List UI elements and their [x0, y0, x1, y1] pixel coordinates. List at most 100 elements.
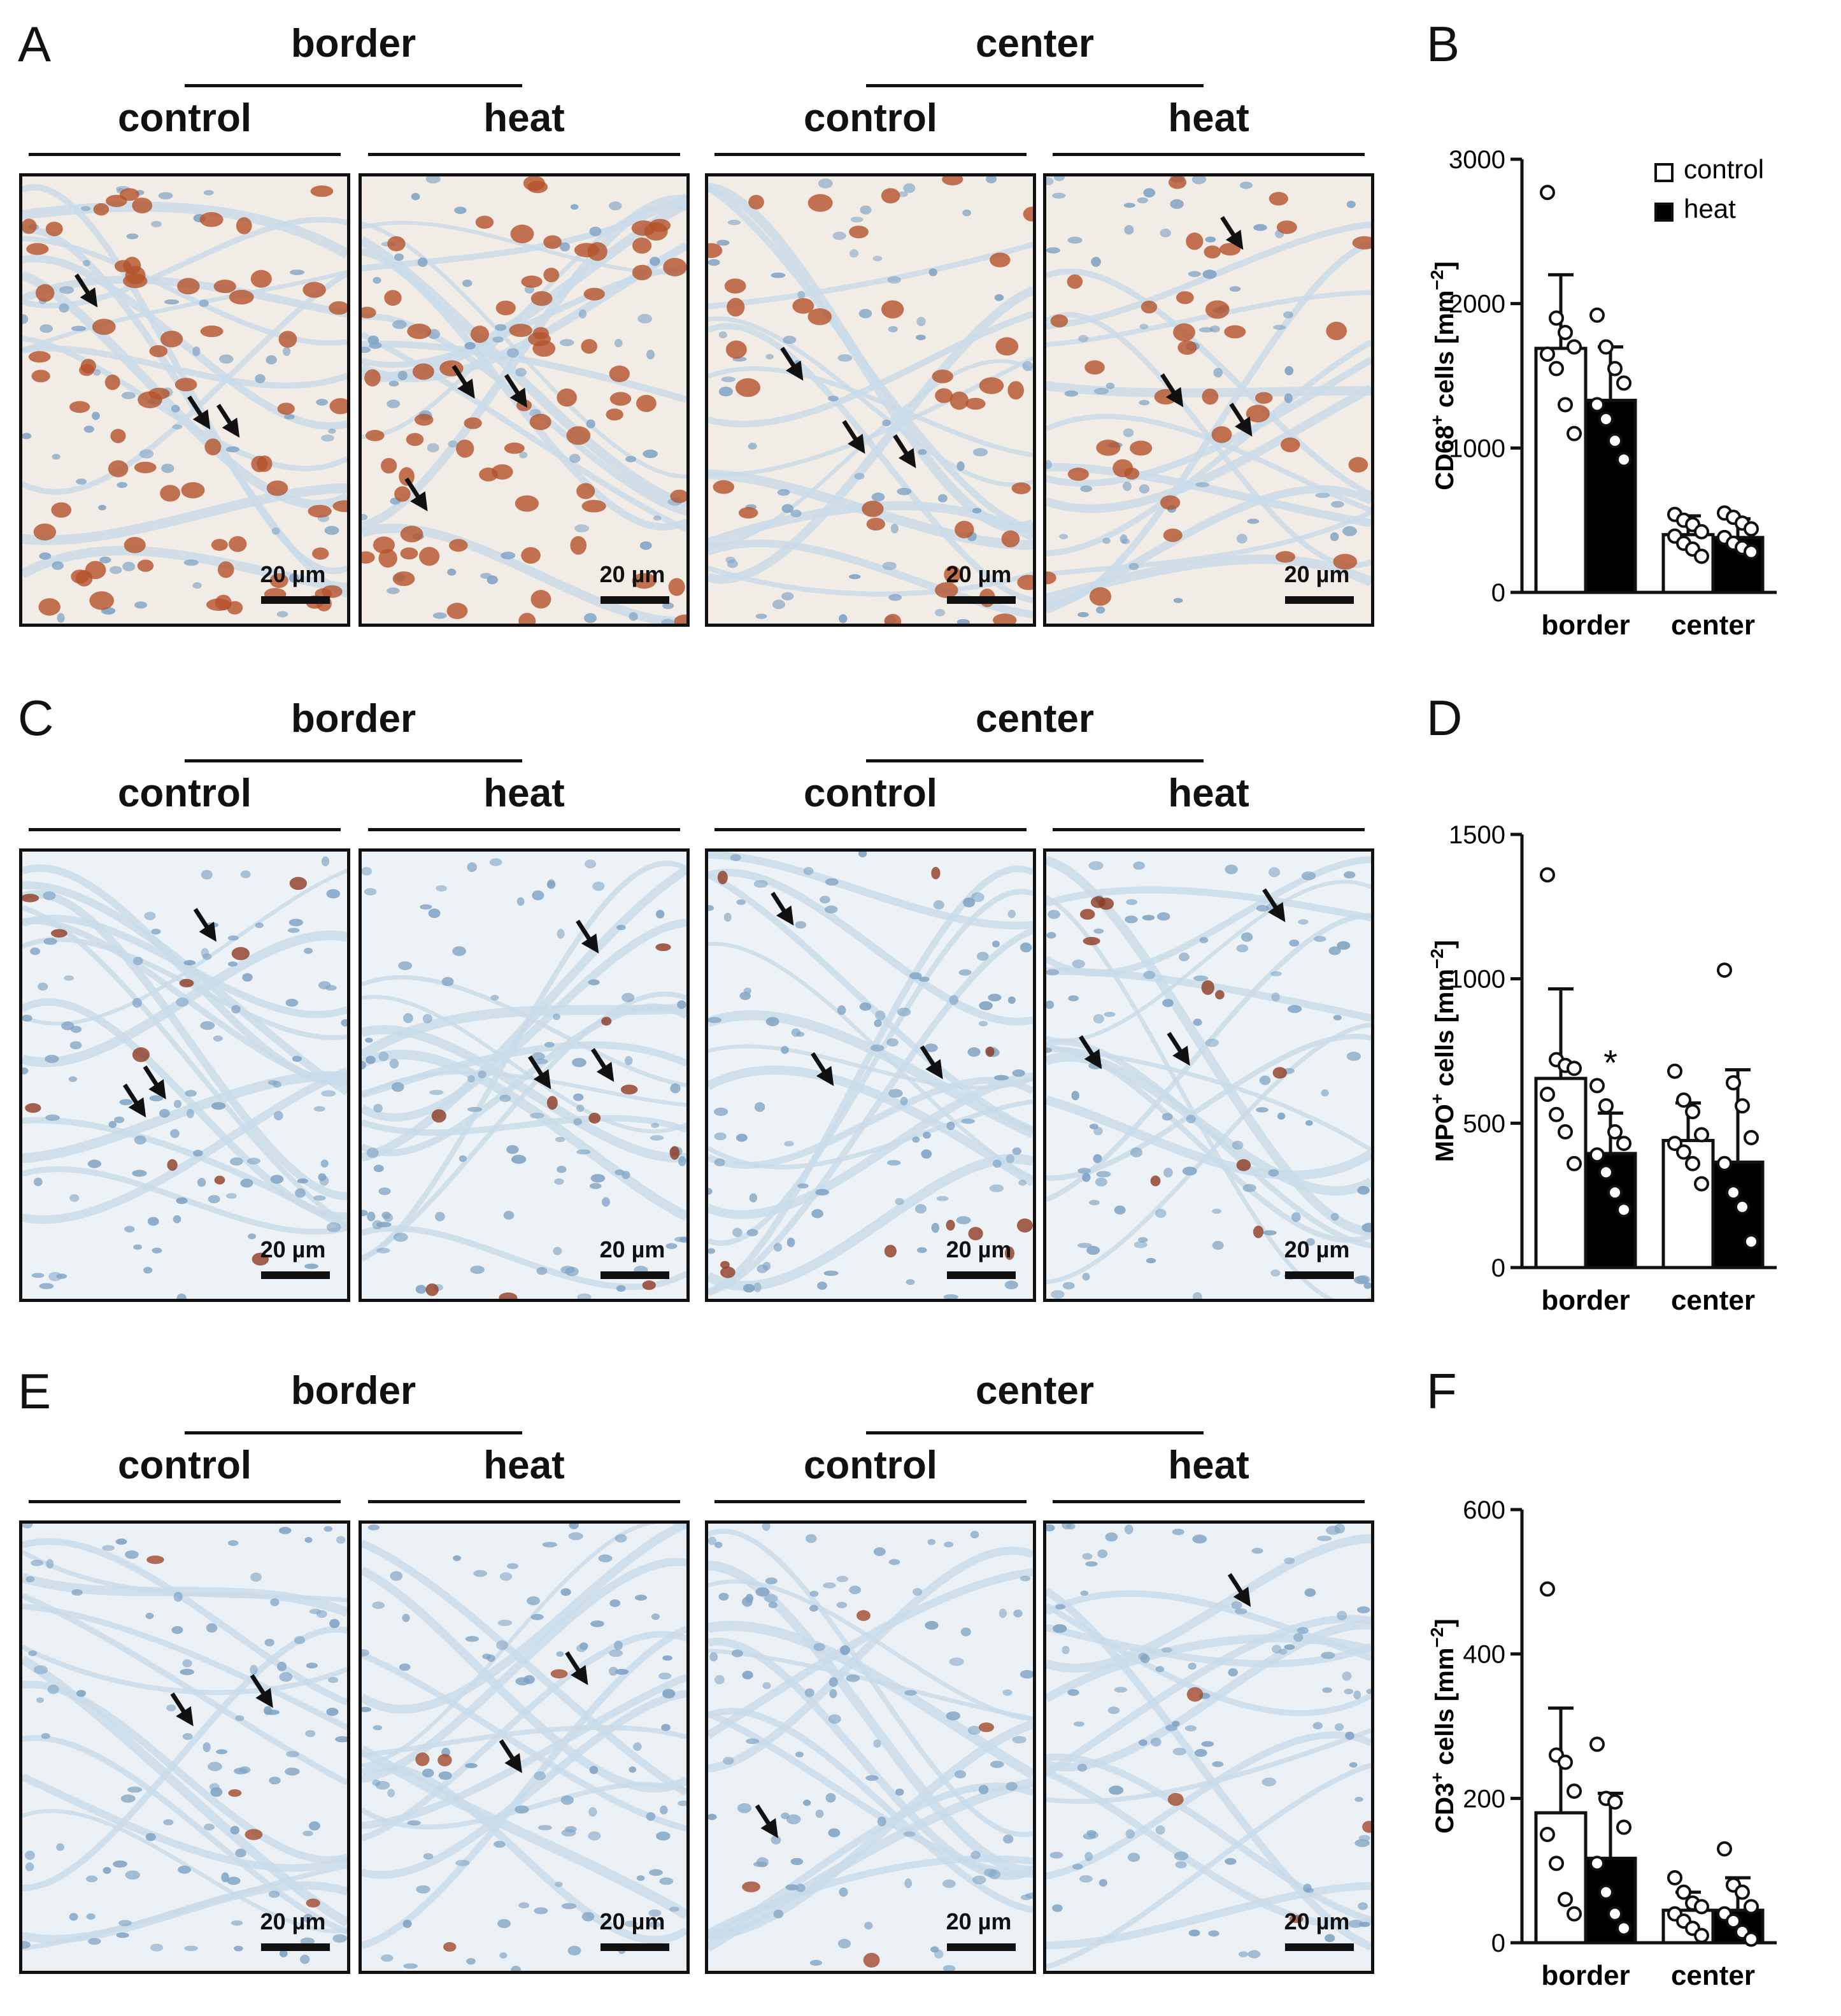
- data-point: [1540, 1581, 1555, 1597]
- micrograph-mpo-4: [1043, 848, 1374, 1302]
- micrograph-cd68-4: [1043, 173, 1374, 627]
- data-point: [1744, 1899, 1759, 1915]
- data-point: [1616, 1920, 1631, 1936]
- data-point: [1694, 524, 1709, 540]
- y-axis-label: CD3+ cells [mm−2]: [1427, 1619, 1459, 1833]
- tissue-texture: [1046, 855, 1371, 1299]
- data-point: [1694, 1176, 1709, 1192]
- micrograph-cd68-1: [19, 173, 350, 627]
- region-label-border: border: [290, 1369, 416, 1413]
- arrow-icon: [122, 1083, 146, 1118]
- data-point: [1616, 1136, 1631, 1152]
- bar-control-border: [1534, 1076, 1588, 1269]
- micrograph-mpo-3: [705, 848, 1036, 1302]
- region-label-center: center: [975, 1369, 1095, 1413]
- region-label-center: center: [975, 22, 1095, 66]
- arrow-icon: [591, 1048, 615, 1082]
- data-point: [1567, 1155, 1582, 1171]
- bar-heat-border: [1584, 399, 1637, 594]
- data-point: [1744, 544, 1759, 560]
- data-point: [1744, 1130, 1759, 1145]
- data-point: [1616, 1202, 1631, 1218]
- data-point: [1549, 1106, 1564, 1122]
- arrow-icon: [170, 1692, 194, 1727]
- micrograph-cd3-4: [1043, 1520, 1374, 1974]
- scale-bar-label: 20 µm: [1284, 1236, 1350, 1262]
- panel-letter-f: F: [1426, 1363, 1457, 1419]
- legend-label-heat: heat: [1684, 194, 1736, 224]
- region-underline: [866, 759, 1204, 762]
- scale-bar-label: 20 µm: [260, 1236, 326, 1262]
- scale-bar-label: 20 µm: [1284, 1908, 1350, 1934]
- arrow-icon: [187, 396, 211, 430]
- chart-cd68: 0 1000 2000 3000 CD68+ cells [mm−2] border cen…: [1420, 140, 1802, 650]
- data-point: [1694, 1899, 1709, 1915]
- tissue-texture: [22, 856, 347, 1299]
- arrow-icon: [565, 1651, 588, 1685]
- region-underline: [866, 84, 1204, 87]
- panel-letter-e: E: [18, 1363, 52, 1419]
- arrow-icon: [1167, 1032, 1190, 1066]
- region-label-center: center: [975, 697, 1095, 741]
- y-tick-label: 1000: [1449, 966, 1505, 994]
- data-point: [1676, 1884, 1691, 1900]
- region-underline: [185, 84, 522, 87]
- arrow-icon: [920, 1045, 943, 1080]
- region-underline: [185, 1431, 522, 1434]
- data-point: [1598, 1098, 1614, 1114]
- arrow-icon: [1220, 216, 1244, 250]
- scale-bar-label: 20 µm: [946, 561, 1012, 587]
- bar-control-border: [1534, 347, 1588, 594]
- data-point: [1735, 1098, 1750, 1114]
- data-point: [1589, 1078, 1605, 1094]
- region-label-border: border: [290, 697, 416, 741]
- data-point: [1567, 1906, 1582, 1922]
- scale-bar: [1285, 1943, 1354, 1951]
- arrow-icon: [771, 892, 794, 926]
- y-tick-label: 2000: [1449, 290, 1505, 318]
- data-point: [1549, 361, 1564, 376]
- scale-bar-label: 20 µm: [946, 1908, 1012, 1934]
- data-point: [1744, 521, 1759, 537]
- tissue-texture: [22, 184, 347, 623]
- data-point: [1589, 1855, 1605, 1871]
- arrow-icon: [451, 364, 475, 399]
- scale-bar-label: 20 µm: [599, 561, 665, 587]
- data-point: [1676, 1092, 1691, 1108]
- condition-underline: [29, 153, 341, 156]
- legend-swatch-heat: [1654, 203, 1674, 222]
- arrow-icon: [1229, 403, 1253, 437]
- tissue-texture: [708, 1524, 1033, 1971]
- data-point: [1726, 1185, 1741, 1201]
- data-point: [1667, 1870, 1682, 1885]
- arrow-icon: [504, 374, 528, 408]
- tissue-texture: [708, 176, 1033, 624]
- scale-bar-label: 20 µm: [260, 1908, 326, 1934]
- data-point: [1694, 1127, 1709, 1143]
- scale-bar: [601, 1943, 669, 1951]
- arrow-icon: [1078, 1035, 1102, 1069]
- tissue-texture: [362, 1524, 686, 1971]
- region-underline: [866, 1431, 1204, 1434]
- data-point: [1598, 1884, 1614, 1900]
- region-underline: [185, 759, 522, 762]
- condition-label-heat: heat: [483, 96, 565, 140]
- scale-bar-label: 20 µm: [599, 1236, 665, 1262]
- panel-letter-a: A: [18, 16, 52, 72]
- micrograph-cd3-2: [359, 1520, 690, 1974]
- condition-label-control: control: [117, 771, 252, 815]
- scale-bar-label: 20 µm: [1284, 561, 1350, 587]
- y-tick-label: 0: [1491, 579, 1505, 607]
- data-point: [1607, 1185, 1623, 1201]
- micrograph-cd68-2: [359, 173, 690, 627]
- data-point: [1717, 1155, 1732, 1171]
- data-point: [1540, 1087, 1555, 1102]
- data-point: [1607, 1124, 1623, 1140]
- scale-bar: [601, 596, 669, 604]
- data-point: [1540, 1827, 1555, 1842]
- arrow-icon: [576, 919, 599, 954]
- condition-underline: [1053, 153, 1365, 156]
- data-point: [1616, 1819, 1631, 1835]
- data-point: [1744, 1234, 1759, 1250]
- x-category-label-center: center: [1671, 1285, 1755, 1316]
